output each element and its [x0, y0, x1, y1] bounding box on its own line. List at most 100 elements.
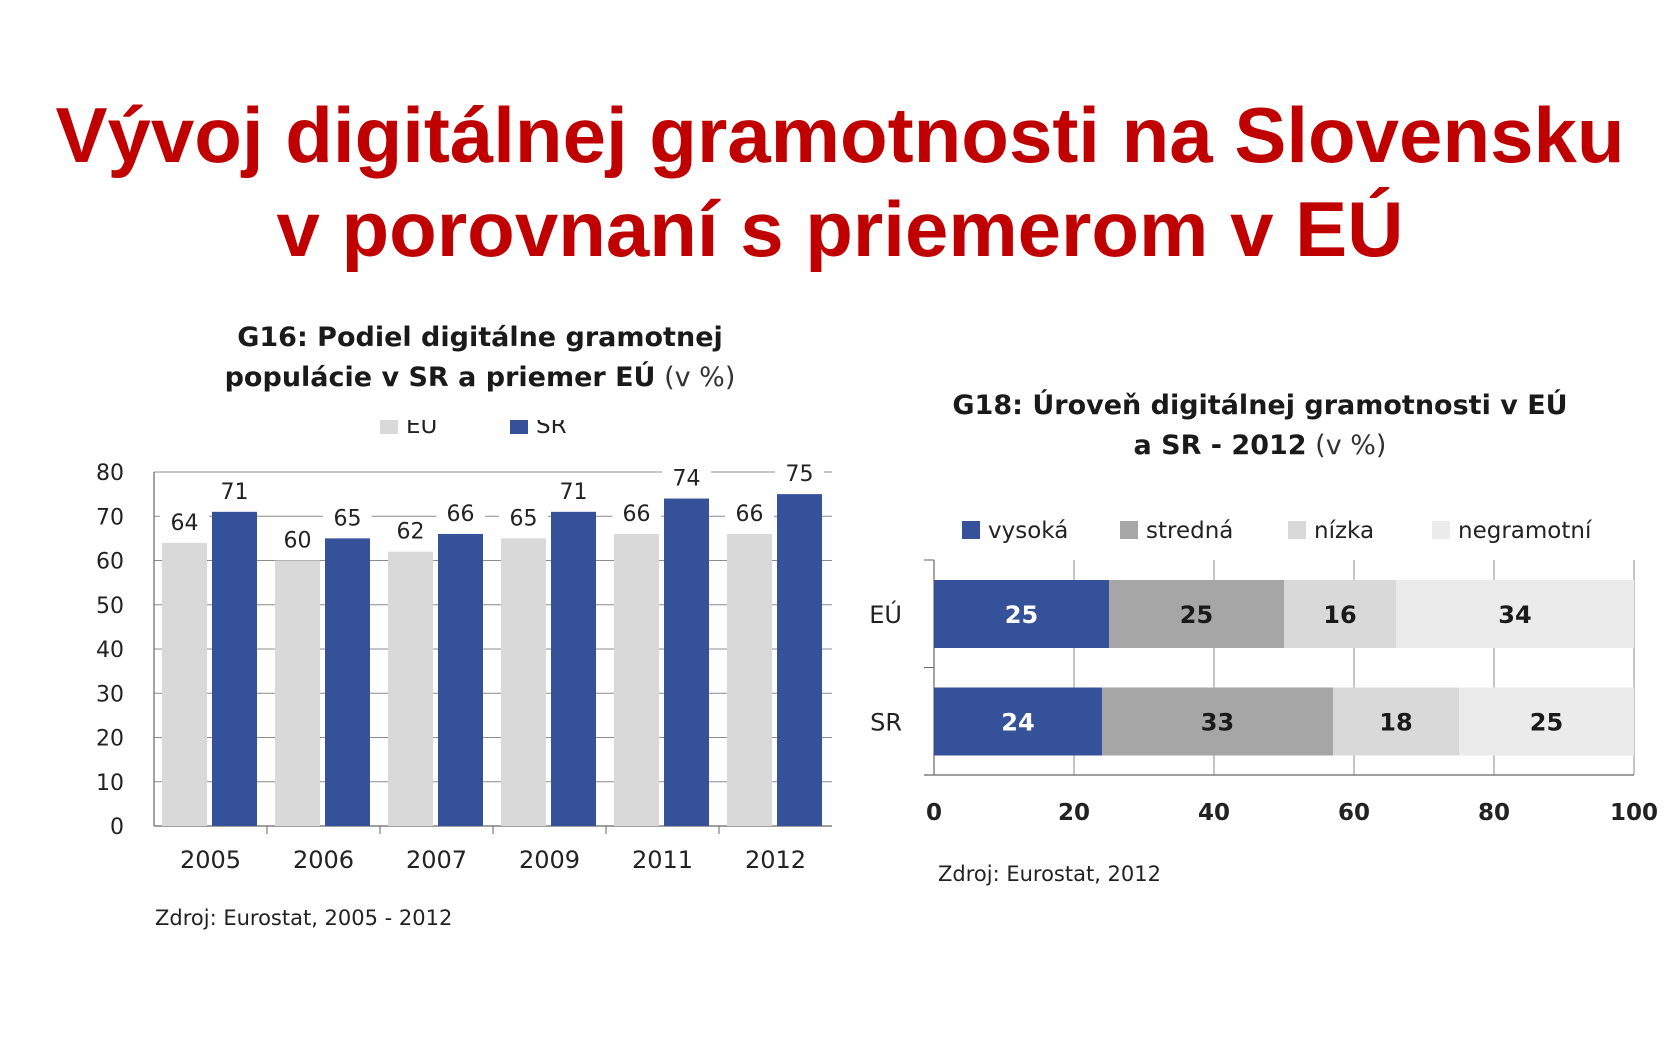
g16-x-tick-label: 2009: [519, 846, 580, 874]
g16-bar-chart: 0 10 20 30 40 50 60 70 80 64 71 2005 60 65 2006 62 66 200…: [96, 420, 832, 874]
g16-data-label: 74: [673, 467, 701, 492]
g16-data-label-bg: [499, 504, 548, 531]
g16-y-tick-label: 70: [96, 505, 124, 530]
g18-bar-segment: [1396, 580, 1634, 648]
g16-bar: [212, 511, 257, 826]
g18-y-tick-label: EÚ: [869, 599, 902, 629]
g16-bar: [777, 494, 822, 826]
g16-legend-label: EÚ: [406, 420, 437, 439]
g16-source: Zdroj: Eurostat, 2005 - 2012: [155, 906, 453, 930]
g16-data-label-bg: [160, 508, 209, 535]
g18-source: Zdroj: Eurostat, 2012: [938, 862, 1161, 886]
g16-data-label: 62: [397, 520, 425, 545]
g16-x-tick-label: 2012: [745, 846, 806, 874]
g16-data-label: 60: [284, 529, 312, 554]
g18-title-unit: (v %): [1315, 430, 1387, 461]
g18-x-tick-label: 60: [1338, 800, 1370, 826]
g16-data-label-bg: [612, 499, 661, 526]
g18-data-label: 33: [1201, 709, 1234, 737]
g18-stacked-bar-chart: 0 20 40 60 80 100 25 25 16 34 EÚ 24 33 18 25 SR vysoká st…: [869, 518, 1658, 826]
g16-y-tick-label: 40: [96, 638, 124, 663]
g18-bar-segment: [934, 687, 1102, 756]
g16-x-tick-label: 2011: [632, 846, 693, 874]
g18-x-tick-label: 0: [926, 800, 942, 826]
g18-data-label: 18: [1379, 709, 1412, 737]
g18-legend-swatch: [962, 521, 980, 539]
g16-bar: [325, 538, 370, 826]
g18-legend-label: vysoká: [988, 518, 1068, 544]
g18-title-line-2: a SR - 2012: [1133, 430, 1307, 461]
g16-y-tick-label: 20: [96, 727, 124, 752]
g18-legend-label: stredná: [1146, 518, 1233, 544]
g16-title-line-2: populácie v SR a priemer EÚ: [224, 362, 656, 393]
g18-bar-segment: [934, 580, 1109, 648]
g16-bar: [614, 533, 659, 826]
page-title: Vývoj digitálnej gramotnosti na Slovensk…: [0, 88, 1680, 276]
g16-legend-swatch: [510, 420, 528, 434]
g18-chart-title: G18: Úroveň digitálnej gramotnosti v EÚ …: [880, 386, 1640, 466]
g18-data-label: 16: [1323, 601, 1356, 629]
g16-bar: [727, 533, 772, 826]
g16-bar: [501, 538, 546, 826]
g16-x-tick-label: 2007: [406, 846, 467, 874]
g18-x-tick-label: 80: [1478, 800, 1510, 826]
g16-data-label: 66: [623, 502, 651, 527]
g16-data-label: 65: [334, 506, 362, 531]
g16-data-label: 64: [171, 511, 199, 536]
g18-title-line-1: G18: Úroveň digitálnej gramotnosti v EÚ: [952, 390, 1568, 421]
g18-legend-swatch: [1432, 521, 1450, 539]
g16-bar: [388, 551, 433, 826]
g16-data-label-bg: [662, 464, 711, 491]
g16-data-label-bg: [386, 517, 435, 544]
g18-y-tick-label: SR: [870, 709, 902, 737]
g16-x-tick-label: 2006: [293, 846, 354, 874]
g16-x-tick-label: 2005: [180, 846, 241, 874]
g18-data-label: 34: [1498, 601, 1531, 629]
g16-y-tick-label: 50: [96, 594, 124, 619]
g18-x-tick-label: 20: [1058, 800, 1090, 826]
page-title-line-1: Vývoj digitálnej gramotnosti na Slovensk…: [55, 91, 1625, 179]
g18-legend-label: nízka: [1314, 518, 1374, 544]
page-title-line-2: v porovnaní s priemerom v EÚ: [276, 185, 1404, 273]
g18-legend-swatch: [1120, 521, 1138, 539]
g16-bar: [664, 498, 709, 826]
g16-data-label-bg: [210, 477, 259, 504]
g16-data-label: 75: [786, 462, 814, 487]
g18-data-label: 25: [1005, 601, 1038, 629]
g18-bar-segment: [1459, 687, 1634, 756]
g16-data-label: 66: [447, 502, 475, 527]
g16-data-label: 66: [736, 502, 764, 527]
g16-data-label: 65: [510, 506, 538, 531]
g16-legend-swatch: [380, 420, 398, 434]
g18-x-tick-label: 100: [1610, 800, 1658, 826]
g18-bar-segment: [1109, 580, 1284, 648]
g16-bar: [551, 511, 596, 826]
g16-data-label-bg: [273, 526, 322, 553]
g16-bar: [438, 533, 483, 826]
g16-bar: [275, 560, 320, 826]
g16-y-tick-label: 0: [110, 815, 124, 840]
g16-title-line-1: G16: Podiel digitálne gramotnej: [237, 322, 723, 353]
g18-legend-label: negramotní: [1458, 518, 1592, 544]
g16-bar: [162, 542, 207, 826]
g18-bar-segment: [1333, 687, 1459, 756]
g16-y-tick-label: 80: [96, 461, 124, 486]
g18-bar-segment: [1284, 580, 1396, 648]
g16-y-tick-label: 10: [96, 771, 124, 796]
g18-bar-segment: [1102, 687, 1333, 756]
g18-data-label: 24: [1001, 709, 1034, 737]
g16-data-label-bg: [323, 504, 372, 531]
g16-y-tick-label: 60: [96, 550, 124, 575]
g16-legend-label: SR: [536, 420, 567, 439]
g18-data-label: 25: [1530, 709, 1563, 737]
g16-data-label-bg: [725, 499, 774, 526]
g16-title-unit: (v %): [664, 362, 736, 393]
g18-legend-swatch: [1288, 521, 1306, 539]
g16-y-tick-label: 30: [96, 682, 124, 707]
g16-data-label: 71: [560, 480, 588, 505]
g16-data-label-bg: [436, 499, 485, 526]
g16-data-label-bg: [775, 460, 824, 487]
g16-data-label: 71: [221, 480, 249, 505]
g18-x-tick-label: 40: [1198, 800, 1230, 826]
g16-chart-title: G16: Podiel digitálne gramotnej populáci…: [130, 318, 830, 398]
